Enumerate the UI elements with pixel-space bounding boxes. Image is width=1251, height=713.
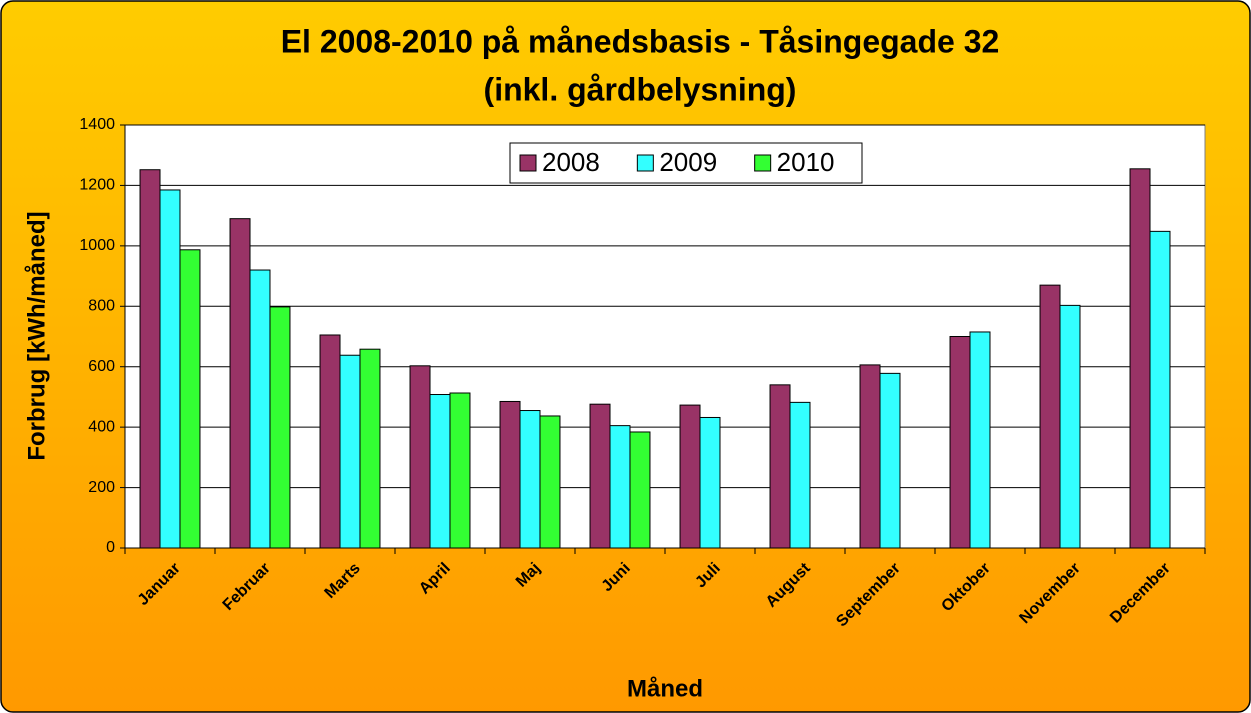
- bar: [949, 336, 971, 549]
- bar: [789, 401, 811, 549]
- bar: [249, 269, 271, 549]
- bar: [879, 372, 901, 549]
- bar: [609, 425, 631, 549]
- bar: [519, 410, 541, 549]
- y-tick-label: 600: [88, 358, 115, 375]
- bar: [359, 348, 381, 549]
- legend-label: 2009: [659, 147, 717, 177]
- legend-label: 2010: [777, 147, 835, 177]
- bar: [429, 394, 451, 549]
- bar: [319, 334, 341, 549]
- y-tick-label: 1400: [79, 116, 115, 133]
- legend-swatch: [636, 154, 654, 172]
- legend: [509, 142, 863, 184]
- y-tick-label: 0: [106, 539, 115, 556]
- bar: [1039, 284, 1061, 549]
- x-axis-label: Måned: [627, 675, 703, 702]
- bar: [1059, 304, 1081, 549]
- legend-swatch: [519, 154, 537, 172]
- bar: [629, 431, 651, 549]
- chart-title: (inkl. gårdbelysning): [484, 71, 797, 107]
- bar: [179, 249, 201, 549]
- bar: [589, 403, 611, 549]
- y-tick-label: 1000: [79, 237, 115, 254]
- y-tick-label: 200: [88, 479, 115, 496]
- bar: [269, 306, 291, 549]
- bar: [139, 169, 161, 549]
- bar: [769, 384, 791, 549]
- bar: [859, 364, 881, 549]
- bar: [1149, 230, 1171, 549]
- bar: [499, 400, 521, 549]
- y-axis-label: Forbrug [kWh/måned]: [23, 211, 50, 460]
- bar: [159, 189, 181, 549]
- bar: [449, 392, 471, 549]
- y-tick-label: 800: [88, 298, 115, 315]
- chart-title: El 2008-2010 på månedsbasis - Tåsingegad…: [281, 23, 1000, 59]
- bar: [409, 365, 431, 549]
- y-tick-label: 1200: [79, 177, 115, 194]
- bar: [969, 331, 991, 549]
- bar: [1129, 168, 1151, 549]
- bar: [699, 416, 721, 549]
- bar: [539, 415, 561, 549]
- legend-label: 2008: [542, 147, 600, 177]
- y-tick-label: 400: [88, 418, 115, 435]
- legend-swatch: [754, 154, 772, 172]
- plot-area: [124, 124, 1206, 549]
- bar: [229, 218, 251, 549]
- bar: [339, 354, 361, 549]
- bar: [679, 404, 701, 549]
